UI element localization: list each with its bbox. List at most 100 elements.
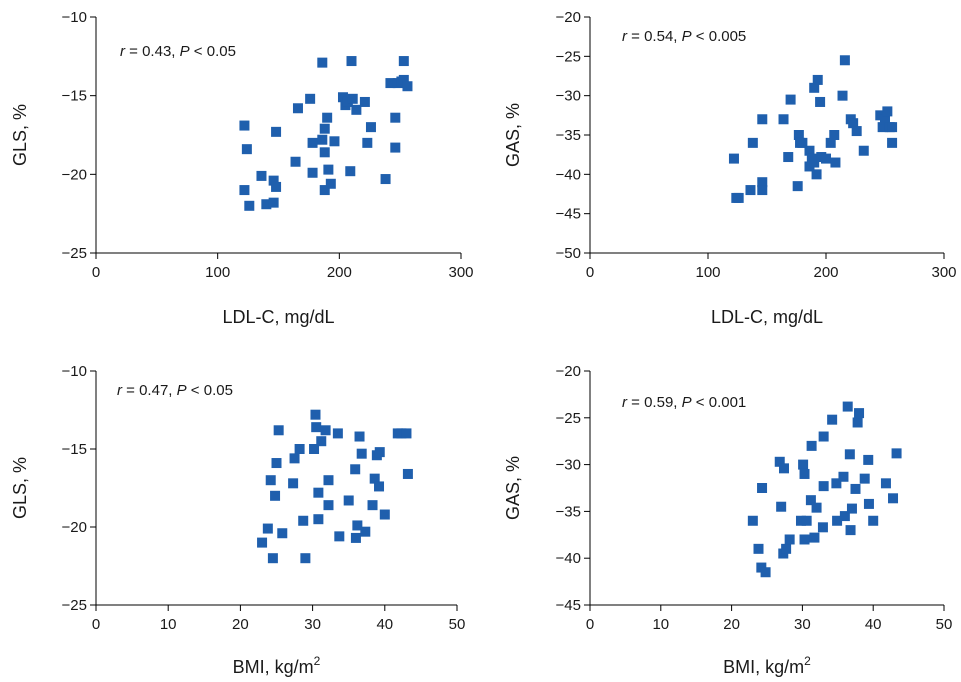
data-point: [797, 137, 808, 148]
data-point: [351, 104, 362, 115]
data-point: [367, 500, 378, 511]
data-point: [268, 197, 279, 208]
data-point: [783, 152, 794, 163]
data-point: [753, 543, 764, 554]
data-point: [846, 503, 857, 514]
data-point: [809, 532, 820, 543]
data-point: [854, 408, 865, 419]
data-point: [309, 444, 320, 454]
correlation-annotation: r = 0.43, P < 0.05: [120, 43, 236, 60]
y-tick-label: −50: [556, 245, 581, 262]
data-point: [332, 428, 343, 439]
y-tick-label: −40: [556, 166, 581, 183]
data-point: [842, 401, 853, 412]
data-point: [402, 81, 413, 92]
data-point: [747, 515, 758, 526]
y-tick-label: −25: [556, 410, 581, 427]
data-point: [288, 478, 299, 489]
data-point: [385, 78, 396, 89]
data-point: [809, 82, 820, 93]
data-point: [877, 122, 888, 133]
data-point: [305, 93, 316, 104]
data-point: [830, 157, 841, 168]
data-point: [345, 166, 356, 177]
data-point: [294, 444, 305, 454]
data-point: [311, 422, 322, 433]
x-axis-label: BMI, kg/m2: [233, 654, 321, 677]
data-point: [360, 526, 371, 537]
data-point: [354, 431, 365, 442]
x-tick-label: 40: [865, 616, 882, 633]
x-tick-label: 300: [931, 264, 956, 281]
y-axis-label: GLS, %: [10, 104, 30, 166]
x-tick-label: 300: [448, 264, 473, 281]
data-point: [343, 495, 354, 506]
data-point: [795, 515, 806, 526]
x-axis-label-superscript: 2: [804, 654, 811, 668]
data-point: [298, 515, 309, 526]
y-axis-label: GAS, %: [503, 103, 523, 167]
data-point: [239, 185, 250, 196]
data-point: [350, 532, 361, 543]
correlation-annotation: r = 0.54, P < 0.005: [622, 28, 746, 45]
y-tick-label: −30: [556, 457, 581, 474]
panel-gls-vs-ldl: −25 −20 −15 −10 0 100 200 300 LDL-C, mg/dL GLS, %…: [10, 9, 474, 327]
data-point: [352, 520, 363, 531]
data-point: [793, 130, 804, 140]
y-tick-label: −15: [62, 441, 87, 458]
data-point: [261, 199, 272, 210]
y-tick-label: −20: [62, 166, 87, 183]
data-point: [267, 553, 278, 564]
data-point: [346, 56, 357, 67]
data-point: [776, 501, 787, 512]
y-tick-label: −40: [556, 550, 581, 567]
x-tick-label: 0: [586, 264, 594, 281]
data-point: [831, 478, 842, 489]
data-point: [799, 534, 810, 545]
data-point: [838, 471, 849, 482]
data-point: [307, 167, 318, 178]
data-point: [256, 170, 267, 181]
data-point: [882, 106, 893, 117]
data-point: [863, 498, 874, 509]
data-point: [307, 137, 318, 148]
data-point: [887, 122, 898, 133]
data-point: [310, 409, 321, 420]
data-point: [323, 475, 334, 486]
panel-gas-vs-bmi: −45 −40 −35 −30 −25 −20 0 10 20 30 40 50 BMI, kg/m2 G…: [503, 363, 952, 677]
x-axis-label: BMI, kg/m2: [723, 654, 811, 677]
x-tick-label: 0: [586, 616, 594, 633]
y-tick-label: −35: [556, 127, 581, 144]
data-point: [868, 515, 879, 526]
data-point: [827, 414, 838, 425]
data-point: [774, 456, 785, 467]
y-tick-label: −10: [62, 363, 87, 380]
data-point: [852, 417, 863, 428]
data-point: [837, 90, 848, 101]
x-axis-label: LDL-C, mg/dL: [711, 307, 823, 327]
data-point: [818, 431, 829, 442]
data-point: [880, 478, 891, 489]
y-axis-label: GLS, %: [10, 457, 30, 519]
data-point: [320, 425, 331, 436]
data-point: [801, 515, 812, 526]
y-tick-label: −25: [556, 48, 581, 65]
x-tick-label: 100: [205, 264, 230, 281]
y-tick-label: −45: [556, 206, 581, 223]
x-tick-label: 20: [232, 616, 249, 633]
y-tick-label: −20: [556, 363, 581, 380]
data-point: [398, 56, 409, 67]
data-point: [268, 175, 279, 186]
data-point: [374, 481, 385, 492]
data-point: [323, 500, 334, 511]
x-tick-label: 200: [327, 264, 352, 281]
data-point: [888, 493, 899, 504]
x-tick-label: 0: [92, 264, 100, 281]
data-point: [369, 473, 380, 484]
data-point: [760, 567, 771, 578]
y-tick-label: −20: [556, 9, 581, 26]
data-point: [818, 481, 829, 492]
data-point: [778, 463, 789, 474]
data-point: [784, 534, 795, 545]
